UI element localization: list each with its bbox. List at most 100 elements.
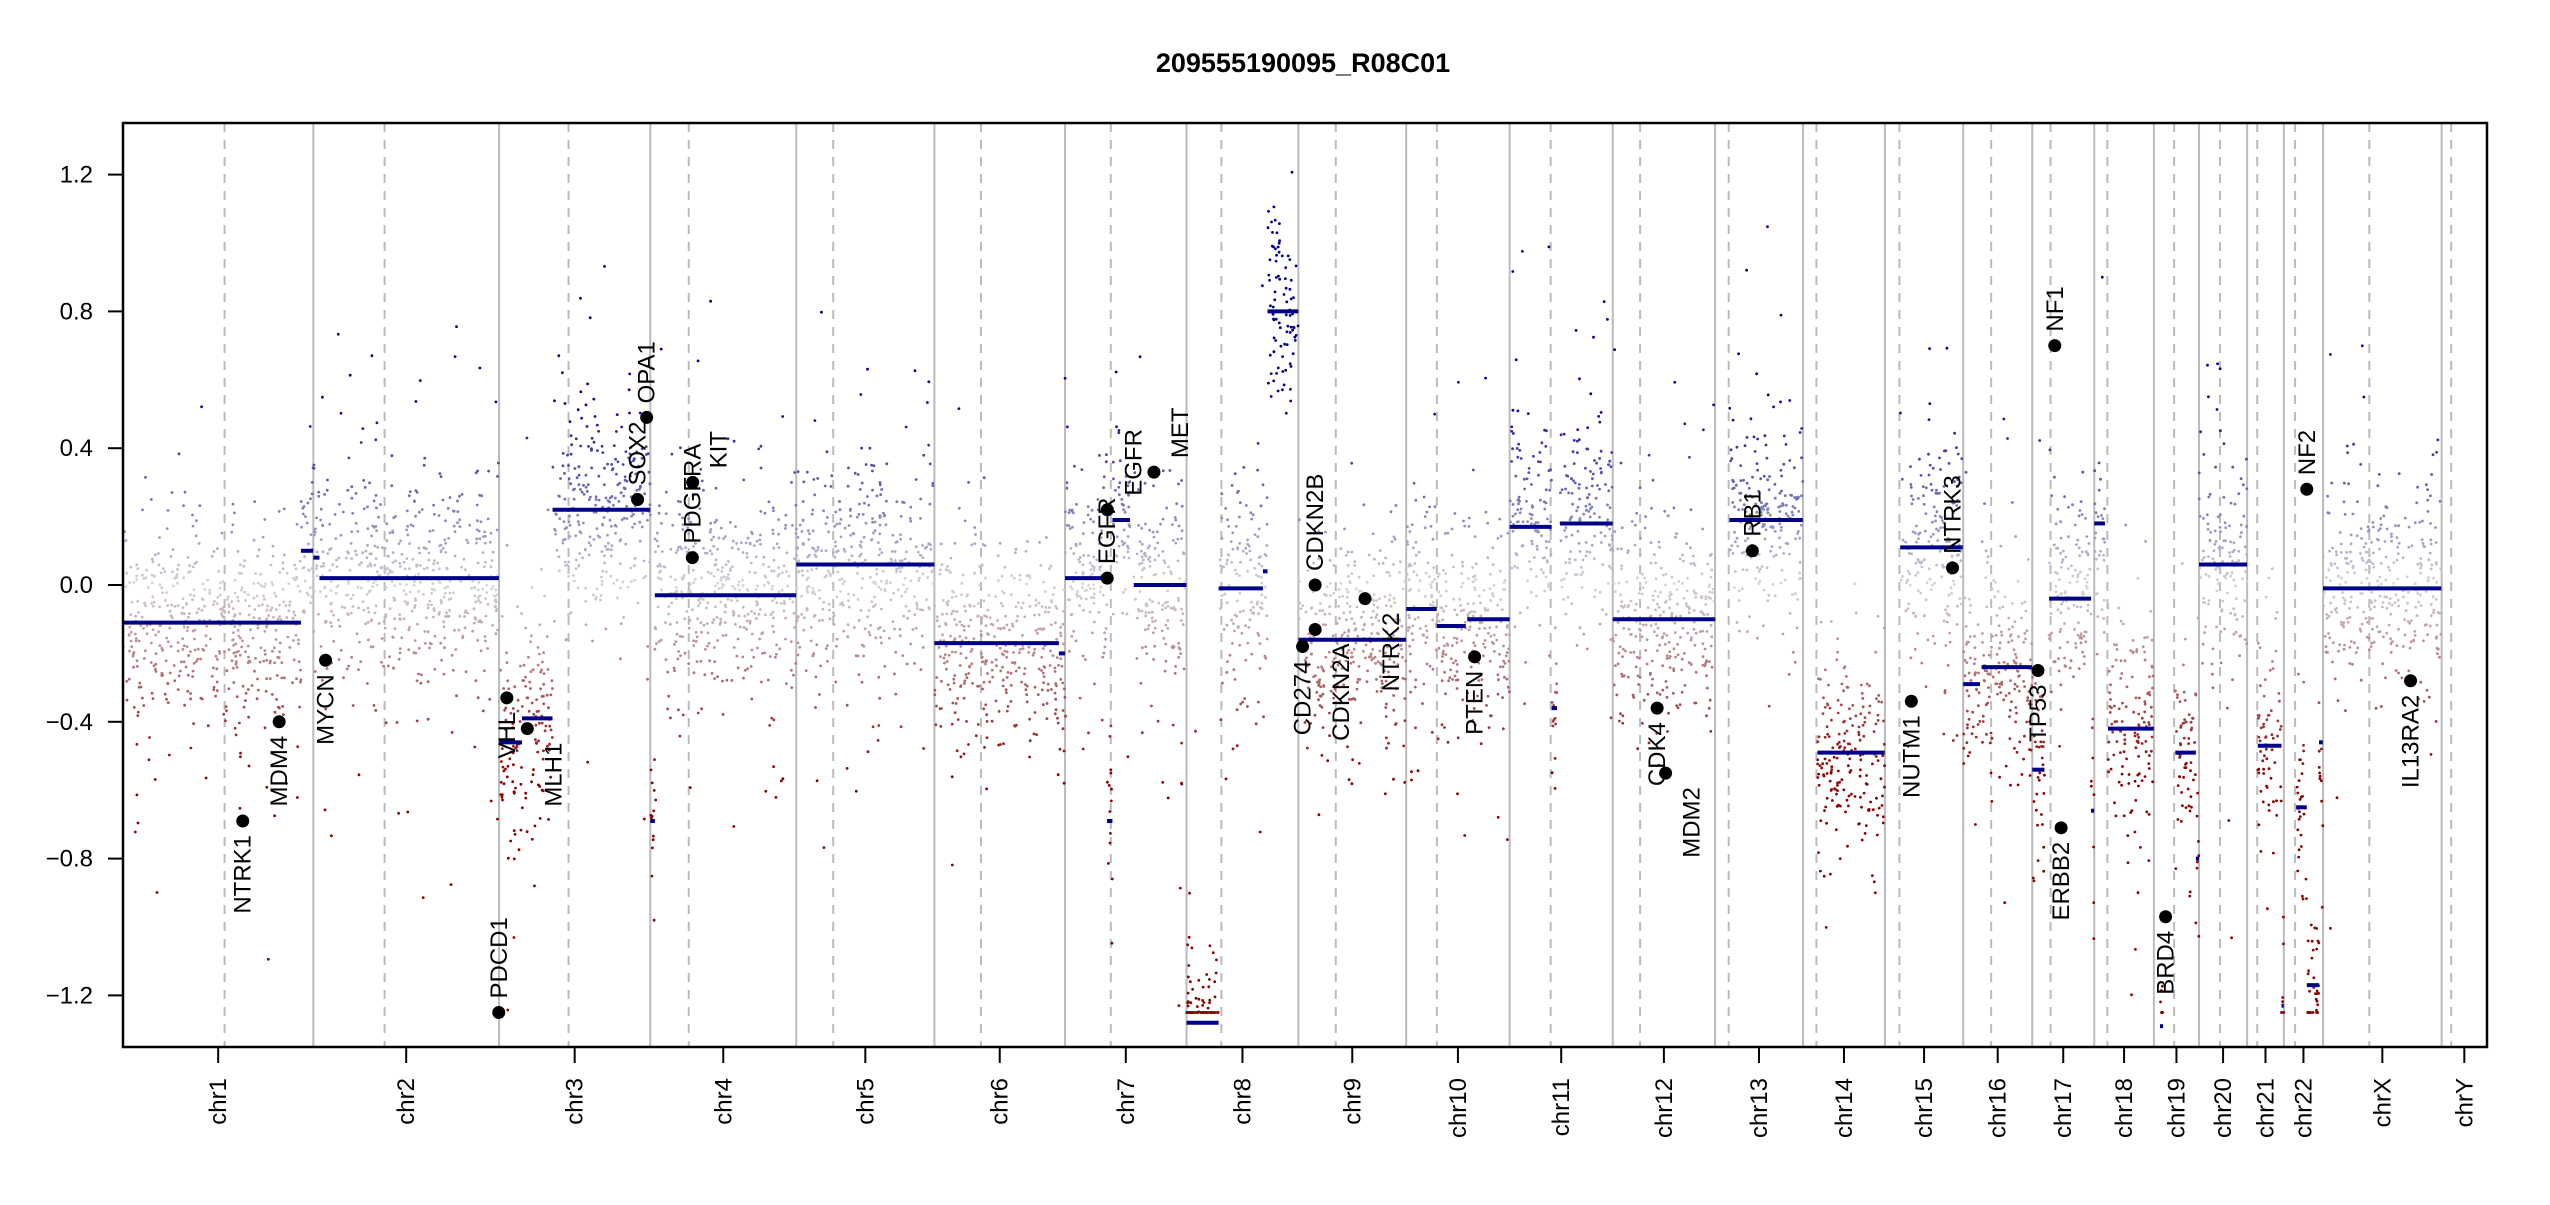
probe-point: [969, 605, 972, 608]
probe-point: [1830, 765, 1833, 768]
probe-point: [949, 688, 952, 691]
probe-point: [129, 566, 132, 569]
probe-point: [535, 742, 538, 745]
probe-point: [259, 573, 262, 576]
probe-point: [1260, 504, 1263, 507]
probe-point: [1800, 427, 1803, 430]
probe-point: [1761, 565, 1764, 568]
probe-point: [1317, 698, 1320, 701]
probe-point: [960, 652, 963, 655]
probe-point: [1510, 425, 1513, 428]
probe-point: [1332, 592, 1335, 595]
probe-point: [1661, 635, 1664, 638]
probe-point: [421, 508, 424, 511]
probe-point: [1083, 521, 1086, 524]
probe-point: [526, 696, 529, 699]
probe-point: [326, 479, 329, 482]
probe-point: [1332, 564, 1335, 567]
probe-point: [1768, 488, 1771, 491]
probe-point: [1144, 615, 1147, 618]
probe-point: [1272, 380, 1275, 383]
probe-point: [146, 624, 149, 627]
probe-point: [1489, 599, 1492, 602]
probe-point: [267, 958, 270, 961]
probe-point: [1398, 571, 1401, 574]
probe-point: [164, 693, 167, 696]
probe-point: [915, 602, 918, 605]
probe-point: [135, 640, 138, 643]
probe-point: [1265, 614, 1268, 617]
probe-point: [1788, 399, 1791, 402]
probe-point: [1103, 652, 1106, 655]
probe-point: [858, 555, 861, 558]
probe-point: [772, 509, 775, 512]
probe-point: [1161, 608, 1164, 611]
probe-point: [1544, 445, 1547, 448]
probe-point: [350, 530, 353, 533]
probe-point: [1823, 809, 1826, 812]
probe-point: [643, 492, 646, 495]
probe-point: [1606, 318, 1609, 321]
probe-point: [1728, 407, 1731, 410]
probe-point: [895, 500, 898, 503]
probe-point: [1342, 612, 1345, 615]
probe-point: [902, 583, 905, 586]
probe-point: [1374, 616, 1377, 619]
probe-point: [1855, 612, 1858, 615]
probe-point: [172, 585, 175, 588]
probe-point: [692, 581, 695, 584]
probe-point: [363, 507, 366, 510]
probe-point: [136, 567, 139, 570]
probe-point: [1800, 494, 1803, 497]
probe-point: [1660, 567, 1663, 570]
probe-point: [399, 583, 402, 586]
probe-point: [455, 694, 458, 697]
probe-point: [503, 782, 506, 785]
probe-point: [1214, 1011, 1217, 1014]
probe-point: [307, 569, 310, 572]
probe-point: [846, 767, 849, 770]
probe-point: [1536, 545, 1539, 548]
probe-point: [879, 516, 882, 519]
probe-point: [418, 511, 421, 514]
probe-point: [1329, 582, 1332, 585]
probe-point: [132, 581, 135, 584]
probe-point: [251, 684, 254, 687]
probe-point: [562, 542, 565, 545]
probe-point: [1238, 644, 1241, 647]
probe-point: [371, 585, 374, 588]
probe-point: [575, 437, 578, 440]
probe-point: [180, 612, 183, 615]
probe-point: [1515, 552, 1518, 555]
probe-point: [1797, 510, 1800, 513]
probe-point: [679, 654, 682, 657]
probe-point: [904, 558, 907, 561]
probe-point: [311, 481, 314, 484]
probe-point: [955, 623, 958, 626]
probe-point: [1864, 716, 1867, 719]
probe-point: [158, 606, 161, 609]
probe-point: [1300, 607, 1303, 610]
probe-point: [812, 529, 815, 532]
probe-point: [985, 624, 988, 627]
probe-point: [1281, 255, 1284, 258]
probe-point: [1712, 404, 1715, 407]
probe-point: [1139, 355, 1142, 358]
probe-point: [834, 511, 837, 514]
probe-point: [1710, 569, 1713, 572]
probe-point: [624, 487, 627, 490]
probe-point: [1536, 529, 1539, 532]
probe-point: [1862, 705, 1865, 708]
probe-point: [242, 685, 245, 688]
probe-point: [1098, 566, 1101, 569]
probe-point: [1122, 508, 1125, 511]
probe-point: [337, 619, 340, 622]
probe-point: [177, 641, 180, 644]
probe-point: [864, 627, 867, 630]
probe-point: [798, 646, 801, 649]
probe-point: [1497, 678, 1500, 681]
probe-point: [514, 833, 517, 836]
probe-point: [1495, 639, 1498, 642]
probe-point: [627, 586, 630, 589]
probe-point: [1249, 609, 1252, 612]
